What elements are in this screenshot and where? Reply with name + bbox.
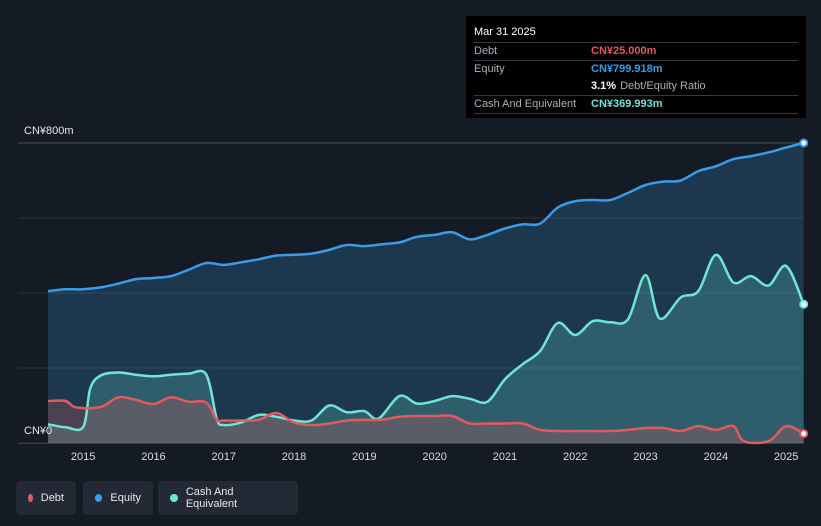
tooltip-debt-value: CN¥25.000m — [591, 45, 657, 57]
cash-legend-dot — [170, 494, 178, 502]
equity-end-point — [799, 138, 809, 148]
x-tick-label-2019: 2019 — [352, 451, 376, 463]
x-tick-label-2023: 2023 — [633, 451, 657, 463]
tooltip-cash-row: Cash And Equivalent CN¥369.993m — [474, 95, 798, 114]
tooltip-equity-label: Equity — [474, 63, 505, 75]
tooltip-date: Mar 31 2025 — [474, 26, 536, 38]
equity-legend-dot — [95, 494, 103, 502]
tooltip-debt-label: Debt — [474, 45, 498, 57]
legend-equity-label: Equity — [110, 492, 141, 504]
legend-cash-label: Cash And Equivalent — [185, 486, 238, 510]
x-tick-label-2016: 2016 — [141, 451, 165, 463]
tooltip-ratio-spacer — [474, 78, 591, 95]
x-tick-label-2021: 2021 — [493, 451, 517, 463]
cash-area — [48, 254, 804, 443]
x-tick-label-2020: 2020 — [422, 451, 446, 463]
tooltip-ratio-label: Debt/Equity Ratio — [620, 80, 706, 92]
tooltip-debt-row: Debt CN¥25.000m — [474, 42, 798, 60]
equity-line — [47, 141, 805, 293]
x-tick-label-2025: 2025 — [774, 451, 798, 463]
x-tick-label-2015: 2015 — [71, 451, 95, 463]
legend-debt-label: Debt — [40, 492, 64, 504]
tooltip-cash-value: CN¥369.993m — [591, 98, 663, 110]
tooltip-cash-label: Cash And Equivalent — [474, 98, 577, 110]
y-axis-top-label: CN¥800m — [24, 125, 74, 137]
cash-line — [47, 253, 805, 432]
tooltip-equity-row: Equity CN¥799.918m — [474, 60, 798, 78]
x-tick-label-2018: 2018 — [282, 451, 306, 463]
legend-equity[interactable]: Equity — [83, 481, 153, 515]
debt-line — [47, 395, 805, 445]
x-tick-label-2022: 2022 — [563, 451, 587, 463]
tooltip-ratio-value: 3.1% — [591, 80, 617, 92]
x-tick-label-2017: 2017 — [212, 451, 236, 463]
tooltip-equity-value: CN¥799.918m — [591, 63, 663, 75]
legend-cash[interactable]: Cash And Equivalent — [158, 481, 298, 515]
debt-legend-dot — [28, 494, 33, 502]
equity-area — [48, 143, 804, 443]
data-tooltip: Mar 31 2025 Debt CN¥25.000m Equity CN¥79… — [466, 16, 806, 118]
tooltip-ratio-row: 3.1% Debt/Equity Ratio — [474, 78, 798, 95]
debt-end-point — [799, 429, 809, 439]
cash-end-point — [799, 299, 809, 309]
x-tick-label-2024: 2024 — [704, 451, 728, 463]
y-axis-bottom-label: CN¥0 — [24, 425, 53, 437]
legend-debt[interactable]: Debt — [16, 481, 76, 515]
